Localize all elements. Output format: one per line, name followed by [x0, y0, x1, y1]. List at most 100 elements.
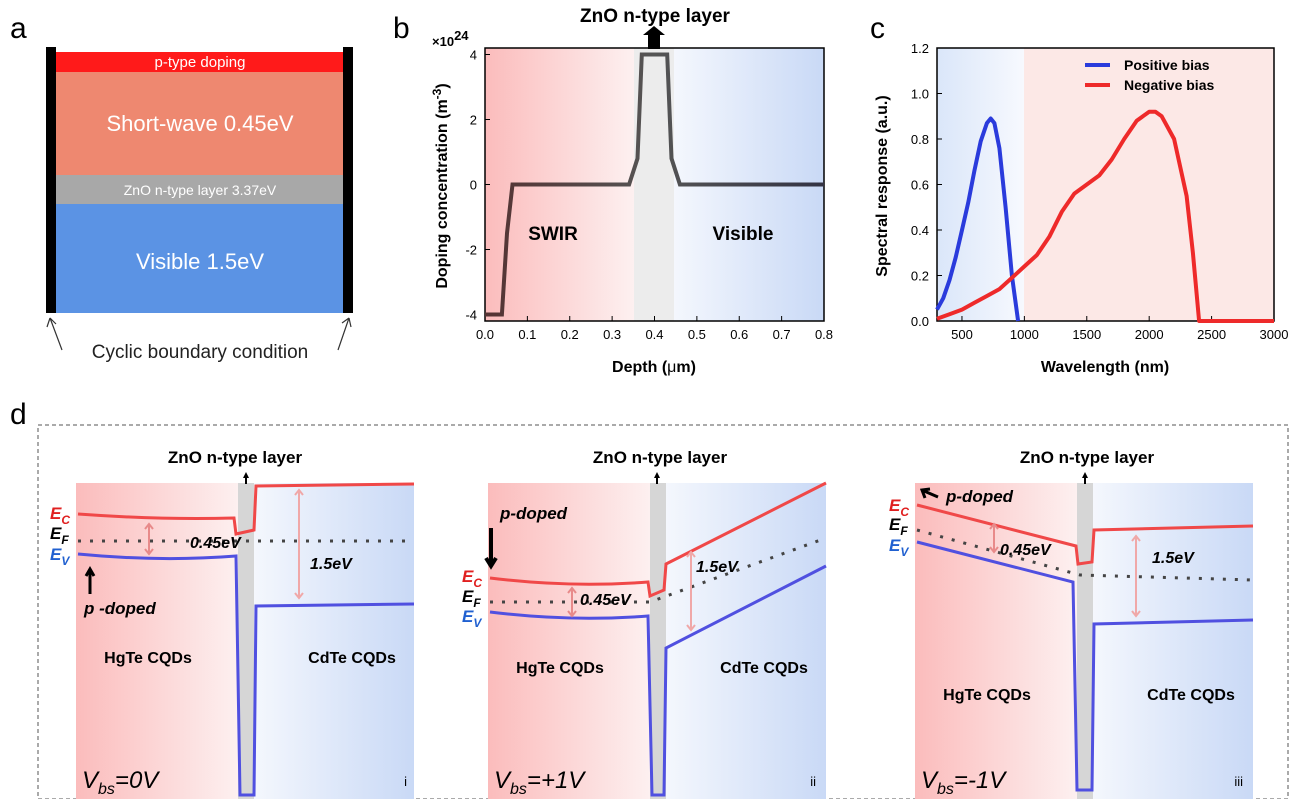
subpanel-ii	[484, 472, 827, 799]
gap-arrow-large-i	[294, 488, 304, 600]
gap-large-label-i: 1.5eV	[310, 556, 353, 573]
layer-visible	[55, 204, 345, 313]
y-tick-label-c: 0.6	[911, 178, 929, 193]
vbs-label-iii: Vbs=-1V	[921, 767, 1007, 798]
pdoped-label-iii: p-doped	[945, 487, 1014, 506]
hgte-label-ii: HgTe CQDs	[516, 660, 604, 677]
gap-arrow-small-i	[144, 522, 154, 556]
ec-label-iii: EC	[889, 496, 909, 519]
boundary-right	[343, 47, 353, 313]
legend-label-positive: Positive bias	[1124, 57, 1210, 73]
zno-arrow-shaft-iii	[1084, 477, 1086, 484]
hgte-label-i: HgTe CQDs	[104, 650, 192, 667]
legend: Positive bias Negative bias	[1085, 57, 1214, 93]
layer-short-wave	[55, 72, 345, 175]
x-axis-title-b: Depth (μm)	[612, 359, 696, 376]
zno-arrow-ii	[654, 472, 660, 478]
gap-arrow-small-ii	[567, 586, 577, 618]
cdte-label-ii: CdTe CQDs	[720, 660, 808, 677]
label-p-doping: p-type doping	[155, 54, 246, 71]
ev-line-ii	[489, 564, 827, 797]
x-tick-label-b: 0.1	[518, 327, 536, 342]
x-tick-label-c: 2000	[1135, 327, 1164, 342]
y-tick-label-c: 0.2	[911, 269, 929, 284]
pdoped-arrow-iii	[919, 487, 939, 499]
zno-arrow-shaft-i	[245, 477, 247, 484]
ec-label-i: EC	[50, 504, 70, 527]
zno-arrow-shaft-ii	[656, 477, 658, 484]
zno-arrow-head	[643, 26, 665, 35]
layer-p-doping	[55, 52, 345, 72]
y-tick-label-b: 2	[470, 113, 477, 128]
vbs-label-ii: Vbs=+1V	[494, 767, 586, 798]
x-tick-label-b: 0.6	[730, 327, 748, 342]
y-multiplier: ×1024	[432, 28, 469, 49]
label-zno: ZnO n-type layer 3.37eV	[124, 182, 277, 198]
arrow-right-boundary	[337, 317, 352, 351]
caption-cyclic: Cyclic boundary condition	[92, 342, 309, 363]
ev-label-iii: EV	[889, 536, 909, 559]
y-tick-label-b: 0	[470, 178, 477, 193]
panel-d: d	[10, 398, 1289, 799]
panel-b-label: b	[393, 12, 410, 45]
hgte-region-iii	[915, 483, 1077, 799]
panel-b: b 0.0 0.1 0.2 0.3 0.4 0.5 0.6 0.7 0.8 -4 -2 0 2 4 ZnO…	[393, 6, 833, 376]
region-c-red	[1024, 48, 1274, 321]
pdoped-label-ii: p-doped	[499, 504, 568, 523]
ev-line-iii	[916, 540, 1254, 792]
panel-c: c 500 1000 1500 2000 2500 3000 0.0 0.2 0.4 0.6 0.8…	[870, 12, 1288, 376]
y-tick-label-b: -4	[465, 308, 477, 323]
hgte-label-iii: HgTe CQDs	[943, 687, 1031, 704]
gap-arrow-small-iii	[989, 522, 999, 554]
x-tick-label-b: 0.5	[688, 327, 706, 342]
label-visible-b: Visible	[713, 224, 774, 245]
x-tick-label-c: 1500	[1072, 327, 1101, 342]
gap-large-label-ii: 1.5eV	[696, 559, 739, 576]
zno-region-i	[238, 483, 254, 799]
zno-arrow-shaft	[648, 35, 660, 49]
panel-d-frame	[37, 424, 1289, 799]
gap-large-label-iii: 1.5eV	[1152, 550, 1195, 567]
y-axis-title-b: Doping concentration (m-3)	[430, 83, 451, 288]
pdoped-label-i: p -doped	[83, 599, 156, 618]
x-tick-label-b: 0.2	[561, 327, 579, 342]
ef-label-iii: EF	[889, 515, 908, 538]
panel-d-label: d	[10, 398, 27, 431]
zno-title-iii: ZnO n-type layer	[1020, 448, 1155, 467]
x-tick-label-b: 0.8	[815, 327, 833, 342]
y-tick-label-c: 1.2	[911, 41, 929, 56]
panel-c-axes: 500 1000 1500 2000 2500 3000 0.0 0.2 0.4 0.6 0.8 1.…	[911, 41, 1289, 342]
x-tick-label-b: 0.0	[476, 327, 494, 342]
doping-curve	[485, 52, 824, 317]
x-tick-label-b: 0.7	[773, 327, 791, 342]
zno-region-iii	[1077, 483, 1093, 799]
series-line-positive	[935, 116, 1021, 322]
gap-small-label-iii: 0.45eV	[1000, 542, 1052, 559]
ec-line-i	[77, 482, 415, 536]
ev-label-ii: EV	[462, 607, 482, 630]
roman-label-ii: ii	[810, 774, 816, 789]
x-tick-label-c: 1000	[1010, 327, 1039, 342]
panel-a: a p-type doping Short-wave 0.45eV ZnO n-…	[10, 12, 353, 363]
x-tick-label-c: 500	[951, 327, 973, 342]
ec-label-ii: EC	[462, 567, 482, 590]
label-visible: Visible 1.5eV	[136, 249, 264, 274]
x-tick-label-c: 3000	[1260, 327, 1289, 342]
vbs-label-i: Vbs=0V	[82, 767, 160, 798]
label-short-wave: Short-wave 0.45eV	[106, 111, 293, 136]
panel-a-label: a	[10, 12, 27, 45]
ef-line-iii	[916, 528, 1254, 582]
y-tick-label-b: -2	[465, 243, 477, 258]
pdoped-arrow-ii	[484, 528, 498, 570]
ev-line-i	[77, 552, 415, 797]
zno-arrow-i	[243, 472, 249, 478]
zno-region-ii	[650, 483, 666, 799]
legend-label-negative: Negative bias	[1124, 77, 1214, 93]
zno-title-ii: ZnO n-type layer	[593, 448, 728, 467]
y-tick-label-c: 0.0	[911, 314, 929, 329]
x-tick-label-b: 0.4	[645, 327, 663, 342]
y-axis-title-c: Spectral response (a.u.)	[874, 95, 891, 276]
gap-small-label-i: 0.45eV	[190, 535, 242, 552]
cdte-label-iii: CdTe CQDs	[1147, 687, 1235, 704]
